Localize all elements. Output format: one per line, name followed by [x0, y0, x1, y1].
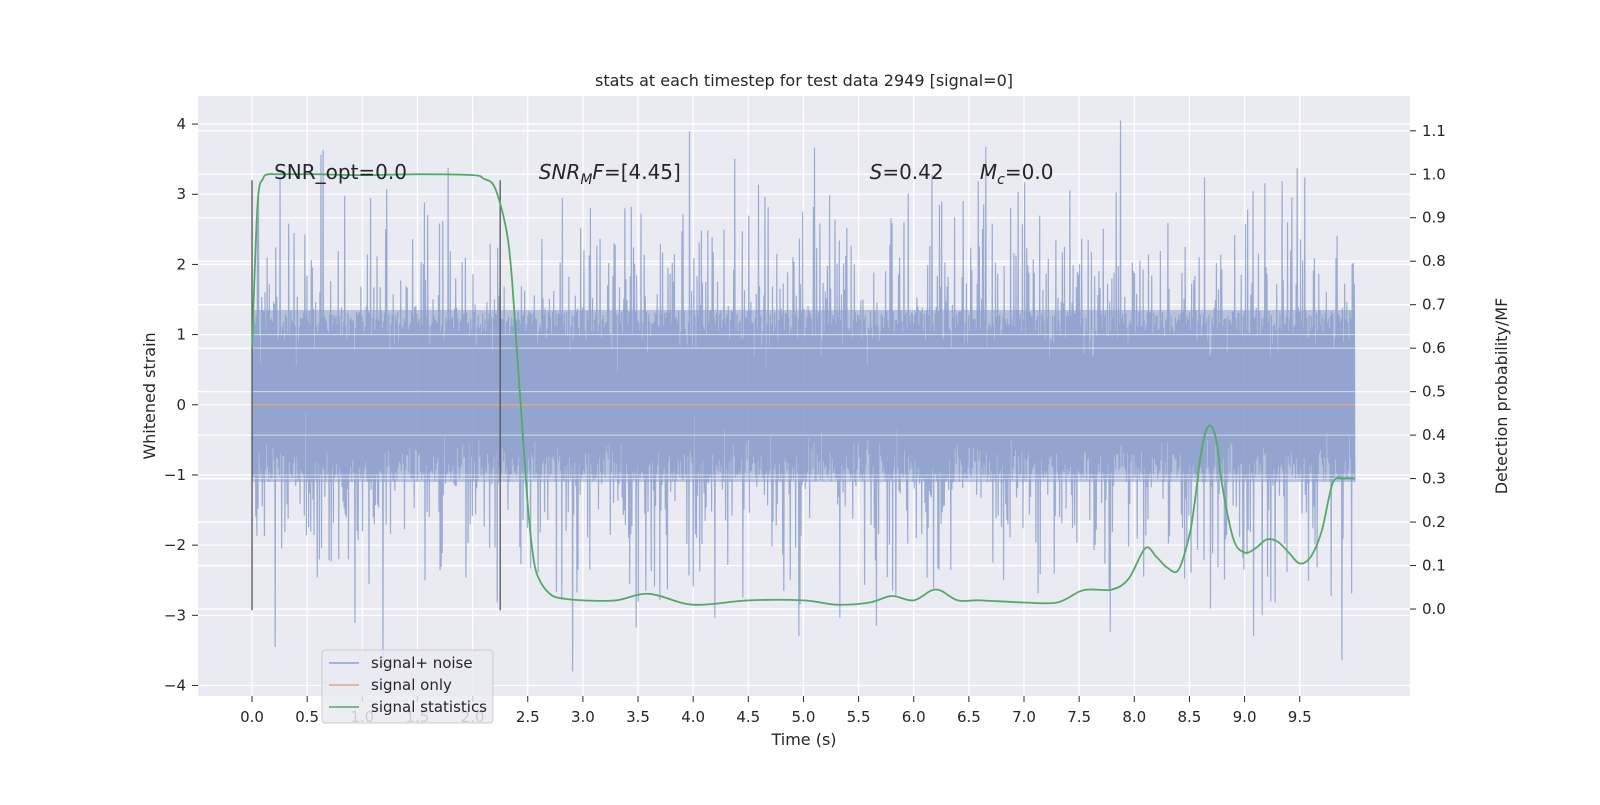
vertical-markers	[251, 180, 501, 611]
x-tick-label: 0.0	[240, 708, 264, 726]
x-tick-label: 0.5	[295, 708, 319, 726]
signal-noise-series	[251, 120, 1356, 672]
annotation-text: SNRMF=[4.45]	[539, 160, 681, 188]
y-tick-label: 0	[176, 396, 186, 414]
chart-title: stats at each timestep for test data 294…	[595, 71, 1013, 90]
annotation-part: =0.0	[1005, 160, 1054, 184]
annotation-part: =[4.45]	[604, 160, 681, 184]
y-tick-label: −3	[164, 606, 186, 624]
y-tick-label: −1	[164, 466, 186, 484]
annotation-text: Mc=0.0	[980, 160, 1054, 188]
signal-statistics-line	[251, 173, 1355, 606]
annotation-part: S	[870, 160, 883, 184]
x-tick-label: 6.0	[902, 708, 926, 726]
y-tick-label: −4	[164, 676, 186, 694]
legend-box	[321, 649, 494, 724]
y2-tick-label: 0.7	[1422, 296, 1446, 314]
y2-tick-label: 0.9	[1422, 209, 1446, 227]
y-tick-label: 4	[176, 115, 186, 133]
annotation-part: SNR_opt=0.0	[274, 160, 407, 184]
legend: signal+ noise signal only signal statist…	[321, 649, 494, 724]
y-tick-label: 1	[176, 326, 186, 344]
x-tick-label: 5.5	[847, 708, 871, 726]
y2-tick-label: 0.5	[1422, 383, 1446, 401]
y-tick-label: 3	[176, 185, 186, 203]
x-tick-label: 4.0	[681, 708, 705, 726]
x-axis-label: Time (s)	[770, 730, 836, 749]
annotation-part: c	[997, 172, 1005, 188]
annotation-part: M	[980, 160, 997, 184]
y-axis-label: Whitened strain	[140, 332, 159, 459]
x-tick-label: 7.5	[1067, 708, 1091, 726]
x-tick-label: 6.5	[957, 708, 981, 726]
x-tick-label: 9.0	[1233, 708, 1257, 726]
annotation-text: SNR_opt=0.0	[274, 160, 407, 184]
y2-tick-label: 0.2	[1422, 513, 1446, 531]
annotation-part: SNR	[539, 160, 581, 184]
annotation-part: M	[580, 172, 592, 188]
x-tick-label: 5.0	[792, 708, 816, 726]
y2-tick-label: 0.0	[1422, 600, 1446, 618]
legend-label-signal-noise: signal+ noise	[371, 654, 473, 672]
x-tick-label: 7.0	[1012, 708, 1036, 726]
legend-label-signal-only: signal only	[371, 676, 452, 694]
annotation-part: F	[592, 160, 604, 184]
x-tick-label: 8.0	[1122, 708, 1146, 726]
legend-label-signal-statistics: signal statistics	[371, 698, 487, 716]
annotation-text: S=0.42	[870, 160, 944, 184]
y2-tick-label: 0.8	[1422, 252, 1446, 270]
y2-tick-label: 0.6	[1422, 339, 1446, 357]
x-tick-label: 4.5	[736, 708, 760, 726]
y2-tick-label: 0.4	[1422, 426, 1446, 444]
y2-tick-label: 1.0	[1422, 165, 1446, 183]
x-tick-label: 9.5	[1288, 708, 1312, 726]
y2-axis-label: Detection probability/MF	[1492, 298, 1511, 495]
y2-tick-label: 1.1	[1422, 122, 1446, 140]
x-tick-label: 3.0	[571, 708, 595, 726]
axes: 0.00.51.01.52.02.53.03.54.04.55.05.56.06…	[164, 115, 1446, 726]
x-tick-label: 8.5	[1178, 708, 1202, 726]
y-tick-label: 2	[176, 255, 186, 273]
y-tick-label: −2	[164, 536, 186, 554]
y2-tick-label: 0.3	[1422, 470, 1446, 488]
y2-tick-label: 0.1	[1422, 557, 1446, 575]
x-tick-label: 2.5	[516, 708, 540, 726]
signal-statistics-series	[251, 173, 1355, 606]
signal-noise-line	[251, 120, 1356, 672]
annotation-part: =0.42	[882, 160, 943, 184]
x-tick-label: 3.5	[626, 708, 650, 726]
annotations: SNR_opt=0.0 SNRMF=[4.45] S=0.42 Mc=0.0	[274, 160, 1053, 188]
